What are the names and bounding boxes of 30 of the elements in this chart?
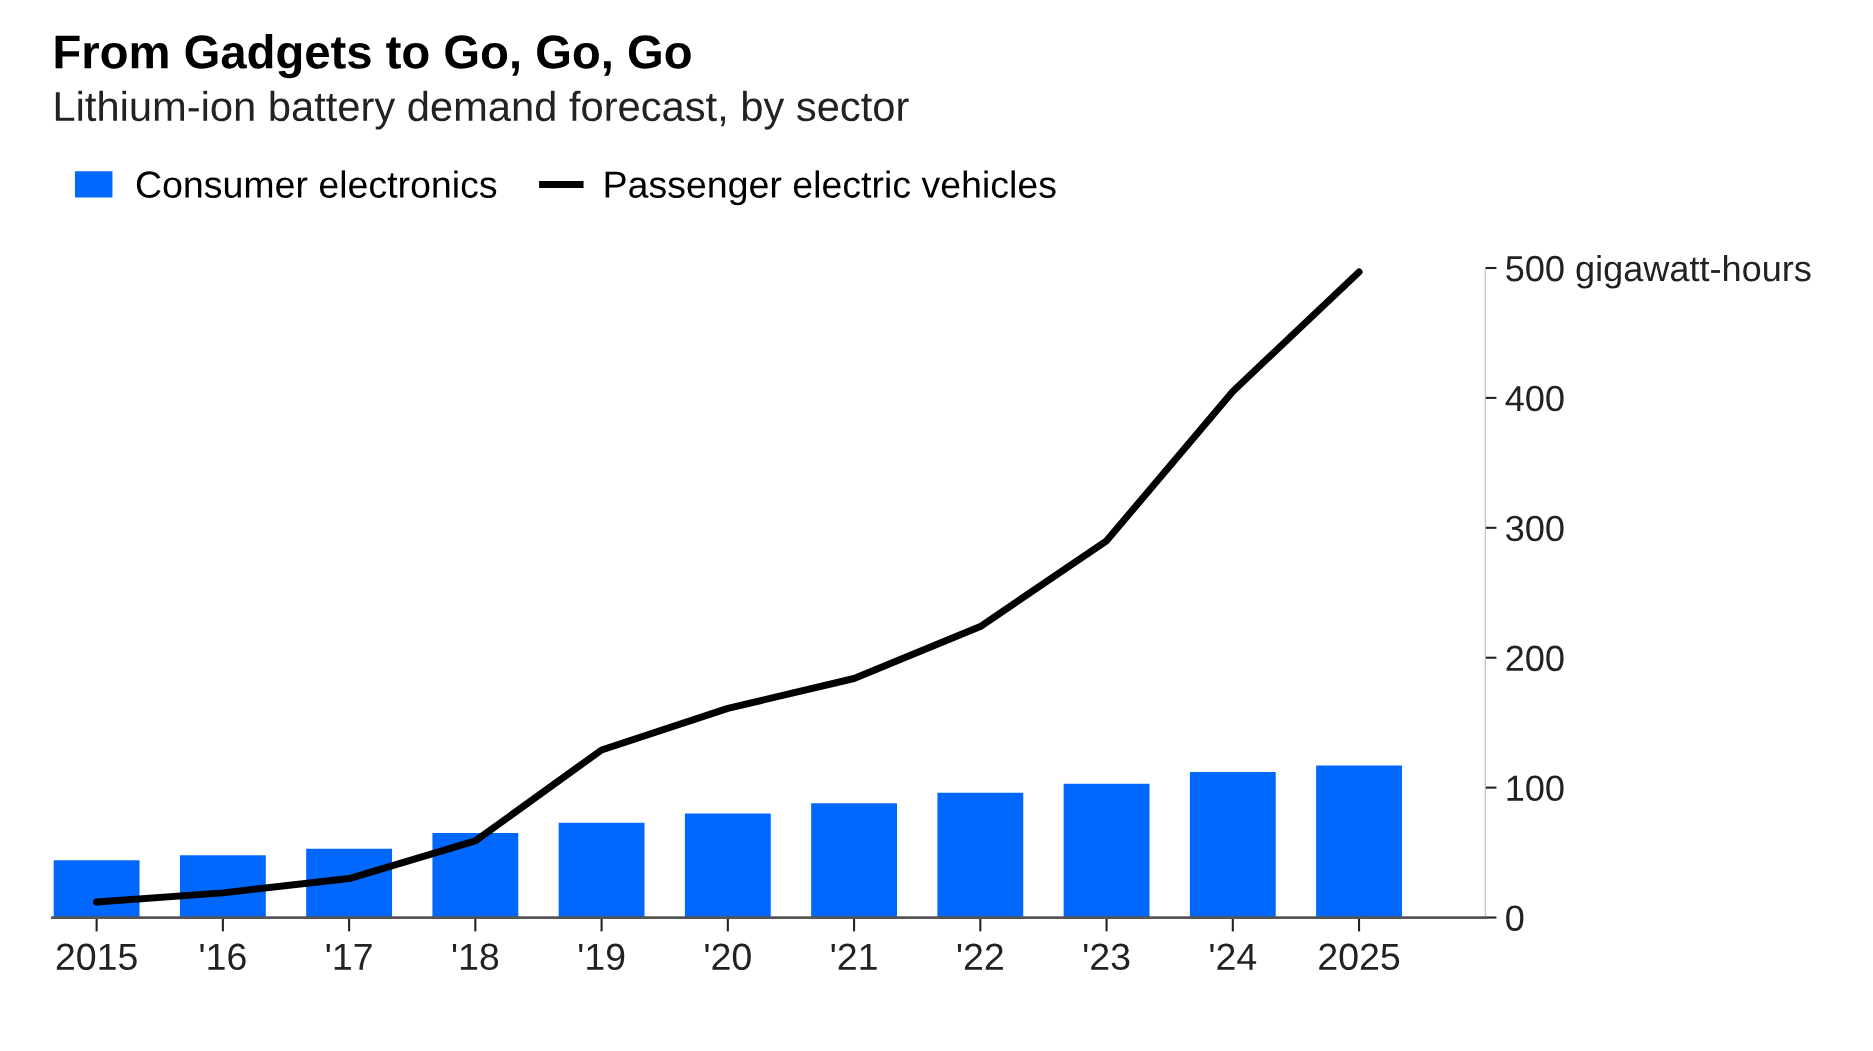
- legend-label: Consumer electronics: [136, 170, 497, 198]
- bar: [1316, 765, 1402, 918]
- y-tick-label: 400: [1505, 385, 1564, 412]
- bar: [937, 792, 1024, 918]
- x-tick-label: '16: [200, 943, 246, 971]
- y-tick-label: 100: [1507, 775, 1564, 802]
- y-tick-label: 0: [1506, 905, 1524, 931]
- bar: [1063, 783, 1150, 918]
- bar: [53, 860, 140, 918]
- x-tick-label: 2015: [56, 943, 137, 971]
- chart-title: From Gadgets to Go, Go, Go: [55, 34, 691, 79]
- x-tick-label: '17: [326, 943, 372, 970]
- bar: [1189, 772, 1276, 918]
- y-tick-label: 500 gigawatt-hours: [1506, 254, 1811, 289]
- chart-subtitle: Lithium-ion battery demand forecast, by sector: [55, 90, 909, 130]
- x-tick-label: '20: [705, 943, 751, 971]
- y-tick-label: 200: [1506, 645, 1564, 672]
- bar: [684, 813, 771, 918]
- x-tick-label: '24: [1210, 943, 1257, 970]
- bar: [432, 833, 519, 918]
- legend-label: Passenger electric vehicles: [605, 170, 1056, 206]
- x-tick-label: '19: [579, 943, 625, 971]
- x-tick-label: '18: [452, 943, 499, 971]
- x-tick-label: '21: [831, 943, 877, 970]
- y-tick-label: 300: [1506, 515, 1564, 542]
- x-tick-label: '22: [957, 943, 1003, 970]
- x-tick-label: '23: [1084, 943, 1130, 971]
- bar: [558, 822, 645, 918]
- x-tick-label: 2025: [1319, 943, 1400, 971]
- bar: [811, 803, 897, 918]
